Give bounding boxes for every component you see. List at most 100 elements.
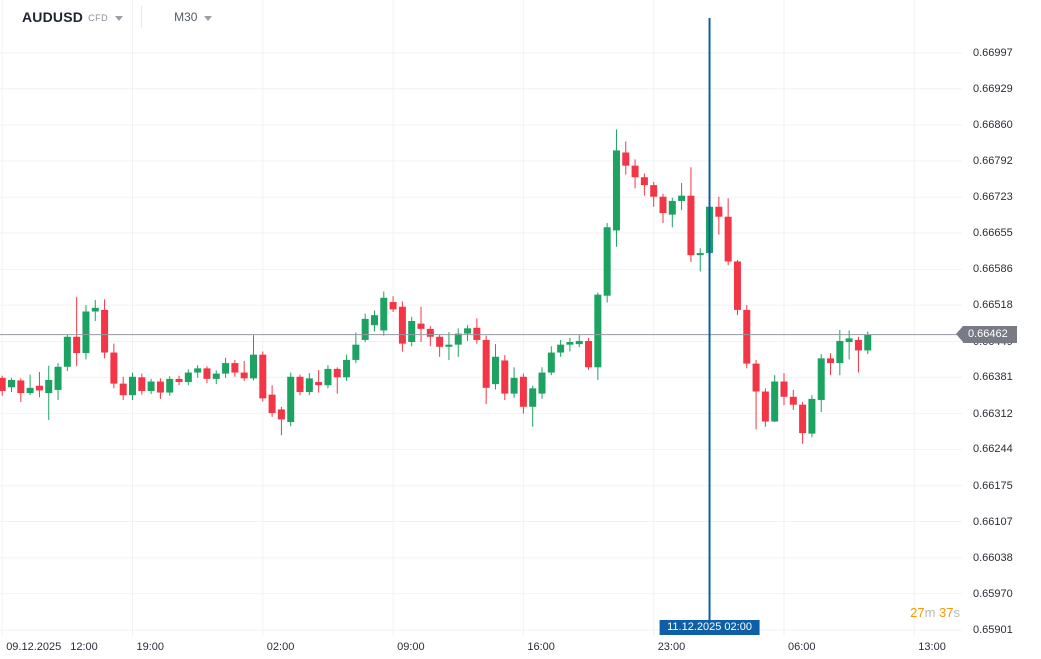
candle-body — [473, 327, 481, 340]
candle-body — [324, 368, 332, 386]
current-price-badge: 0.66462 — [956, 326, 1017, 344]
candle-body — [696, 253, 704, 256]
candle-body — [370, 315, 378, 326]
candle-body — [491, 356, 499, 385]
toolbar-divider — [141, 6, 143, 28]
candle-body — [640, 177, 648, 186]
candle-body — [91, 307, 99, 312]
candle-body — [827, 358, 835, 364]
candle-body — [231, 363, 239, 373]
candle-body — [249, 354, 257, 379]
candle-body — [138, 377, 146, 391]
price-badge-arrow-icon — [956, 326, 963, 343]
candle-body — [268, 394, 276, 414]
candle-body — [35, 385, 43, 391]
price-axis-label: 0.66381 — [973, 371, 1013, 384]
candle-body — [408, 320, 416, 343]
candle-body — [836, 340, 844, 364]
price-axis-label: 0.66655 — [973, 227, 1013, 240]
candle-body — [603, 227, 611, 296]
candle-body — [547, 352, 555, 373]
candle-countdown: 27m 37s — [0, 605, 962, 620]
candle-body — [454, 333, 462, 345]
candle-body — [519, 376, 527, 407]
price-axis-label: 0.66518 — [973, 299, 1013, 312]
candle-body — [184, 372, 192, 383]
countdown-minutes: 27 — [910, 605, 925, 620]
candle-body — [724, 216, 732, 262]
candle-body — [8, 379, 16, 388]
candle-body — [166, 378, 174, 393]
candle-body — [789, 396, 797, 405]
time-axis-label: 09.12.2025 12:00 — [6, 641, 98, 653]
candle-body — [808, 398, 816, 434]
candle-body — [222, 363, 230, 374]
candle-body — [343, 359, 351, 378]
candle-body — [212, 373, 220, 379]
candle-body — [73, 336, 81, 354]
price-axis-label: 0.66244 — [973, 443, 1013, 456]
candle-body — [240, 372, 248, 379]
price-axis-label: 0.66107 — [973, 515, 1013, 528]
candle-body — [464, 328, 472, 334]
time-axis-date-label: 09.12.2025 — [6, 641, 62, 653]
candle-body — [659, 196, 667, 214]
candle-body — [743, 309, 751, 364]
candle-body — [119, 383, 127, 396]
candle-body — [799, 404, 807, 434]
price-axis-label: 0.66586 — [973, 263, 1013, 276]
candle-body — [417, 323, 425, 329]
countdown-minutes-unit: m — [924, 605, 936, 620]
candle-body — [259, 354, 267, 399]
symbol-selector[interactable]: AUDUSD CFD — [0, 0, 133, 34]
candle-body — [203, 368, 211, 379]
price-axis-label: 0.66792 — [973, 154, 1013, 167]
candle-body — [771, 381, 779, 422]
candle-body — [156, 381, 164, 393]
candle-body — [194, 368, 202, 373]
candle-body — [380, 297, 388, 331]
chevron-down-icon — [204, 15, 213, 21]
current-price-value: 0.66462 — [968, 328, 1008, 341]
candle-body — [175, 378, 183, 383]
candle-body — [575, 340, 583, 345]
candlestick-chart[interactable] — [0, 0, 962, 659]
candle-body — [352, 344, 360, 360]
candle-body — [45, 379, 53, 394]
price-axis-label: 0.66860 — [973, 119, 1013, 132]
timeframe-selector[interactable]: M30 — [156, 0, 222, 34]
time-axis-label: 02:00 — [266, 641, 295, 653]
candle-body — [277, 409, 285, 420]
candle-body — [147, 381, 155, 391]
price-axis-label: 0.66997 — [973, 47, 1013, 59]
candle-body — [0, 377, 6, 391]
candle-body — [817, 358, 825, 400]
event-timestamp-label: 11.12.2025 02:00 — [659, 620, 760, 635]
candle-body — [287, 376, 295, 423]
candle-body — [482, 339, 490, 388]
candle-body — [780, 381, 788, 397]
price-axis-label: 0.66929 — [973, 82, 1013, 95]
candle-body — [445, 344, 453, 347]
candle-body — [864, 334, 872, 351]
chevron-down-icon — [115, 15, 124, 21]
candle-body — [315, 382, 323, 386]
candle-body — [845, 338, 853, 343]
candle-body — [538, 372, 546, 394]
candle-body — [668, 200, 676, 215]
candle-body — [631, 165, 639, 178]
candle-body — [389, 302, 397, 310]
instrument-type-label: CFD — [88, 13, 109, 23]
candle-body — [333, 368, 341, 378]
countdown-seconds: 37 — [939, 605, 954, 620]
price-axis-label: 0.65901 — [973, 624, 1013, 636]
candle-body — [63, 336, 71, 367]
price-axis-label: 0.66312 — [973, 407, 1013, 420]
price-axis[interactable]: 0.66997 0.66929 0.66860 0.66792 0.66723 0.666… — [962, 0, 1041, 636]
time-axis-label: 06:00 — [787, 641, 816, 653]
time-axis[interactable]: 09.12.2025 12:00 19:00 02:00 09:00 16:00 23:00… — [0, 636, 1041, 659]
candle-body — [436, 336, 444, 347]
candle-body — [26, 387, 34, 394]
price-axis-label: 0.65970 — [973, 587, 1013, 600]
